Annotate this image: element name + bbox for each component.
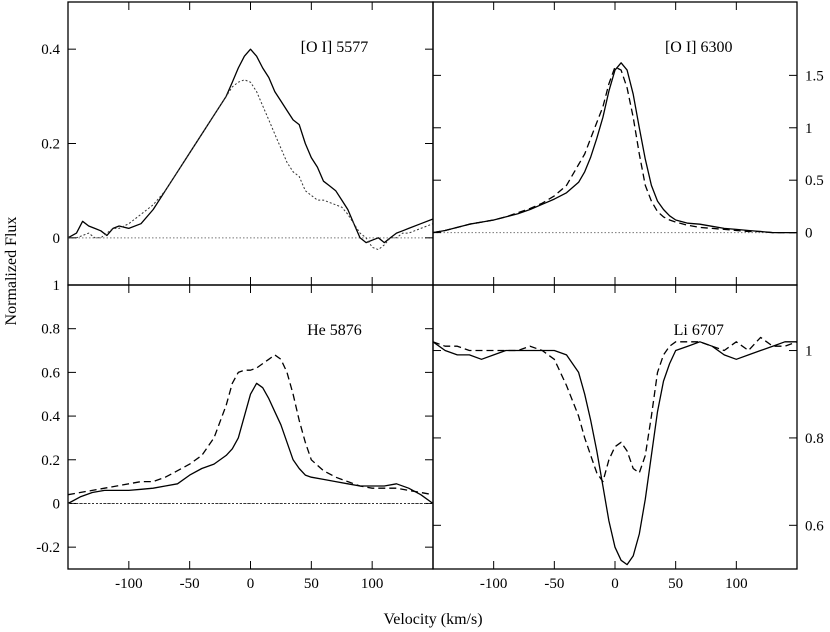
panel-label: He 5876 (307, 322, 362, 339)
y-tick-label: 0.6 (805, 518, 824, 534)
x-axis-title: Velocity (km/s) (383, 611, 482, 628)
x-tick-label: 100 (361, 576, 384, 592)
x-tick-label: -50 (180, 576, 200, 592)
series-line-dashed (432, 336, 798, 483)
series-line-solid (432, 62, 797, 234)
x-tick-label: 0 (247, 576, 255, 592)
y-tick-label: 0 (53, 231, 61, 247)
x-tick-label: -100 (115, 576, 143, 592)
y-tick-label: 1 (805, 344, 813, 360)
panel-1: 0 0.5 1 1.5 [O I] 6300 (432, 1, 824, 286)
y-tick-label: 0.2 (41, 453, 60, 469)
y-tick-label: 0.8 (805, 431, 824, 447)
series-line-solid (67, 48, 434, 244)
y-tick-label: 0.4 (41, 409, 60, 425)
panel-frame (67, 284, 434, 570)
y-axis-title: Normalized Flux (3, 217, 20, 326)
series-line-solid (432, 341, 797, 566)
panel-0: 0 0.2 0.4 [O I] 5577 (41, 1, 434, 286)
y-tick-label: 1 (805, 121, 813, 137)
y-tick-label: 0.6 (41, 365, 60, 381)
series-line-dashed (432, 66, 797, 234)
series-line-dotted (68, 79, 434, 251)
y-tick-label: -0.2 (36, 540, 60, 556)
x-tick-label: 50 (304, 576, 319, 592)
x-tick-label: 50 (668, 576, 683, 592)
y-tick-label: 0.4 (41, 42, 60, 58)
panel-label: [O I] 6300 (665, 39, 733, 56)
y-tick-label: 0.8 (41, 322, 60, 338)
y-tick-label: 1 (53, 278, 61, 294)
y-tick-label: 0 (805, 226, 813, 242)
y-tick-label: 0.2 (41, 137, 60, 153)
panel-label: Li 6707 (674, 322, 724, 339)
y-tick-label: 1.5 (805, 68, 824, 84)
panel-frame (432, 1, 798, 286)
x-tick-label: 100 (725, 576, 748, 592)
x-tick-label: -50 (544, 576, 564, 592)
panel-2: -100 -50 0 50 100 -0.2 0 0.2 0.4 0.6 0.8 1 He 5876 (36, 278, 434, 592)
y-tick-label: 0 (53, 496, 61, 512)
panel-frame (67, 1, 434, 286)
panel-label: [O I] 5577 (301, 39, 369, 56)
panel-frame (432, 284, 798, 570)
x-tick-label: -100 (480, 576, 508, 592)
series-line-dashed (67, 354, 434, 496)
x-tick-label: 0 (611, 576, 619, 592)
y-tick-label: 0.5 (805, 173, 824, 189)
panel-3: -100 -50 0 50 100 0.6 0.8 1 Li 6707 (432, 284, 824, 592)
